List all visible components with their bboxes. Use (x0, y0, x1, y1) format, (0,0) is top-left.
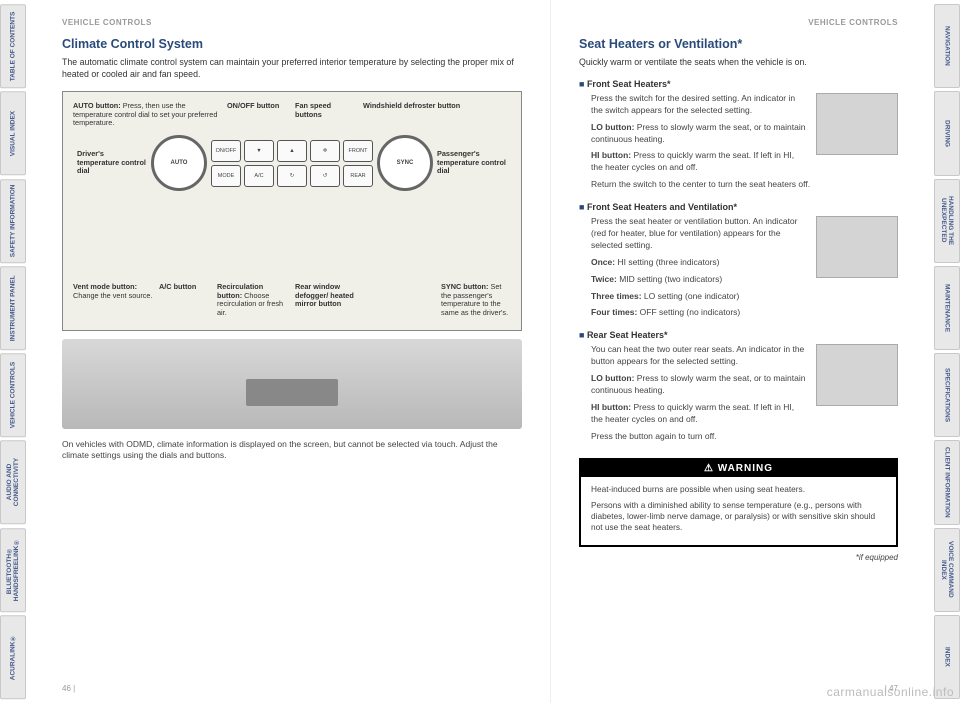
tab-table-of-contents[interactable]: TABLE OF CONTENTS (0, 4, 26, 88)
climate-btn: MODE (211, 165, 241, 187)
right-page: VEHICLE CONTROLS Seat Heaters or Ventila… (551, 0, 926, 703)
tab-audio-and-connectivity[interactable]: AUDIO AND CONNECTIVITY (0, 440, 26, 524)
tab-navigation[interactable]: NAVIGATION (934, 4, 960, 88)
watermark: carmanualsonline.info (827, 685, 954, 699)
climate-btn: REAR (343, 165, 373, 187)
warn-p2: Persons with a diminished ability to sen… (591, 500, 886, 534)
tab-maintenance[interactable]: MAINTENANCE (934, 266, 960, 350)
thumb-rear (816, 344, 898, 406)
label-onoff: ON/OFF button (227, 102, 289, 128)
s2-p4: Three times: LO setting (one indicator) (591, 291, 898, 303)
s3-p4: Press the button again to turn off. (591, 431, 898, 443)
control-panel: Driver's temperature control dial AUTO O… (73, 134, 511, 192)
tab-voice-command-index[interactable]: VOICE COMMAND INDEX (934, 528, 960, 612)
page-spread: VEHICLE CONTROLS Climate Control System … (34, 0, 926, 703)
warn-p1: Heat-induced burns are possible when usi… (591, 484, 886, 495)
climate-btn: A/C (244, 165, 274, 187)
climate-btn: ↺ (310, 165, 340, 187)
sub-front-vent: Front Seat Heaters and Ventilation* (579, 202, 898, 212)
right-tab-strip: NAVIGATION DRIVING HANDLING THE UNEXPECTED… (934, 0, 960, 703)
left-tab-strip: TABLE OF CONTENTS VISUAL INDEX SAFETY INFO… (0, 0, 26, 703)
label-fan: Fan speed buttons (295, 102, 357, 128)
left-note: On vehicles with ODMD, climate informati… (62, 439, 522, 462)
label-auto: AUTO button: Press, then use the tempera… (73, 102, 221, 128)
label-passenger-dial: Passenger's temperature control dial (437, 150, 507, 176)
thumb-front-heaters (816, 93, 898, 155)
driver-dial: AUTO (151, 135, 207, 191)
climate-btn: ▲ (277, 140, 307, 162)
label-sync: SYNC button: Set the passenger's tempera… (441, 283, 511, 318)
climate-btn: FRONT (343, 140, 373, 162)
climate-btn: ▼ (244, 140, 274, 162)
right-title: Seat Heaters or Ventilation* (579, 37, 898, 51)
sub-rear: Rear Seat Heaters* (579, 330, 898, 340)
label-ac: A/C button (159, 283, 211, 318)
climate-btn: ON/OFF (211, 140, 241, 162)
tab-instrument-panel[interactable]: INSTRUMENT PANEL (0, 266, 26, 350)
button-grid: ON/OFF▼▲❄FRONT MODEA/C↻↺REAR (211, 140, 373, 187)
passenger-dial: SYNC (377, 135, 433, 191)
tab-driving[interactable]: DRIVING (934, 91, 960, 175)
label-vent: Vent mode button: Change the vent source… (73, 283, 153, 318)
tab-vehicle-controls[interactable]: VEHICLE CONTROLS (0, 353, 26, 437)
label-driver-dial: Driver's temperature control dial (77, 150, 147, 176)
thumb-front-vent (816, 216, 898, 278)
warning-heading: WARNING (581, 460, 896, 477)
climate-btn: ❄ (310, 140, 340, 162)
right-lead: Quickly warm or ventilate the seats when… (579, 57, 898, 69)
climate-diagram: AUTO button: Press, then use the tempera… (62, 91, 522, 331)
tab-handling-the-unexpected[interactable]: HANDLING THE UNEXPECTED (934, 179, 960, 263)
label-recirc: Recirculation button: Choose recirculati… (217, 283, 289, 318)
tab-specifications[interactable]: SPECIFICATIONS (934, 353, 960, 437)
label-rear: Rear window defogger/ heated mirror butt… (295, 283, 367, 318)
left-title: Climate Control System (62, 37, 522, 51)
tab-safety-information[interactable]: SAFETY INFORMATION (0, 179, 26, 263)
s1-p4: Return the switch to the center to turn … (591, 179, 898, 191)
climate-btn: ↻ (277, 165, 307, 187)
tab-acuralink-[interactable]: ACURALINK® (0, 615, 26, 699)
page-number-left: 46 | (62, 684, 75, 693)
left-lead: The automatic climate control system can… (62, 57, 522, 81)
dashboard-photo (62, 339, 522, 429)
s2-p5: Four times: OFF setting (no indicators) (591, 307, 898, 319)
running-head-left: VEHICLE CONTROLS (62, 18, 522, 27)
if-equipped: *if equipped (579, 553, 898, 562)
sub-front-heaters: Front Seat Heaters* (579, 79, 898, 89)
running-head-right: VEHICLE CONTROLS (579, 18, 898, 27)
warning-box: WARNING Heat-induced burns are possible … (579, 458, 898, 548)
tab-client-information[interactable]: CLIENT INFORMATION (934, 440, 960, 524)
tab-visual-index[interactable]: VISUAL INDEX (0, 91, 26, 175)
label-wind: Windshield defroster button (363, 102, 511, 128)
tab-bluetooth-handsfreelink-[interactable]: BLUETOOTH® HANDSFREELINK® (0, 528, 26, 612)
left-page: VEHICLE CONTROLS Climate Control System … (34, 0, 551, 703)
